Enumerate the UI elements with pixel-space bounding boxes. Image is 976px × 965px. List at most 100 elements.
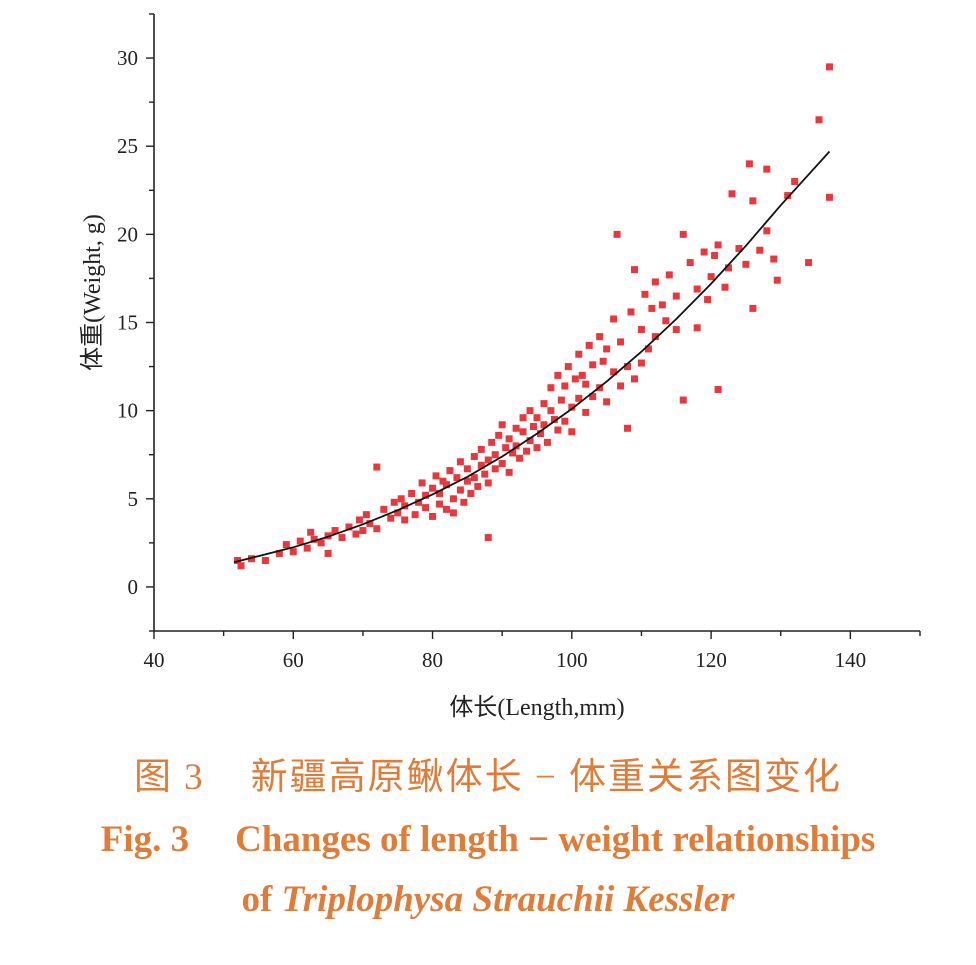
data-point	[345, 523, 353, 531]
data-point	[791, 177, 799, 185]
data-point	[617, 338, 625, 346]
data-point	[526, 407, 534, 415]
data-point	[568, 428, 576, 436]
data-point	[526, 437, 534, 445]
data-point	[470, 474, 478, 482]
data-point	[408, 489, 416, 497]
x-tick-label: 100	[556, 648, 588, 672]
scatter-points	[234, 63, 833, 570]
data-point	[662, 317, 670, 325]
data-point	[599, 357, 607, 365]
data-point	[467, 489, 475, 497]
data-point	[477, 445, 485, 453]
data-point	[613, 230, 621, 238]
y-tick-label: 25	[117, 134, 138, 158]
data-point	[543, 438, 551, 446]
data-point	[596, 333, 604, 341]
data-point	[617, 382, 625, 390]
data-point	[648, 304, 656, 312]
data-point	[470, 452, 478, 460]
data-point	[307, 528, 315, 536]
data-point	[324, 549, 332, 557]
data-point	[672, 292, 680, 300]
data-point	[397, 495, 405, 503]
x-tick-label: 80	[422, 648, 443, 672]
data-point	[401, 516, 409, 524]
x-tick-label: 120	[695, 648, 727, 672]
data-point	[512, 424, 520, 432]
data-point	[387, 514, 395, 522]
data-point	[505, 435, 513, 443]
caption-cn-title: 新疆高原鳅体长 − 体重关系图变化	[250, 757, 843, 798]
chart-svg: 40 60 80 100 120 140 0 5 10 15 20 25 30 体长(Length,mm…	[79, 13, 921, 721]
data-point	[380, 505, 388, 513]
caption-chinese: 图 3 新疆高原鳅体长 − 体重关系图变化	[0, 746, 976, 800]
data-point	[484, 479, 492, 487]
data-point	[394, 509, 402, 517]
data-point	[825, 193, 833, 201]
data-point	[641, 290, 649, 298]
data-point	[554, 371, 562, 379]
data-point	[784, 192, 792, 200]
data-point	[449, 495, 457, 503]
data-point	[289, 548, 297, 556]
data-point	[359, 527, 367, 535]
y-tick-label: 30	[117, 46, 138, 70]
data-point	[237, 562, 245, 570]
data-point	[564, 363, 572, 371]
caption-english-line1: Fig. 3 Changes of length − weight relatio…	[0, 818, 976, 861]
data-point	[317, 539, 325, 547]
caption-en-title: Changes of length − weight relationships	[235, 819, 876, 860]
data-point	[770, 255, 778, 263]
data-point	[637, 326, 645, 334]
data-point	[679, 396, 687, 404]
data-point	[679, 230, 687, 238]
data-point	[530, 423, 538, 431]
data-point	[749, 304, 757, 312]
data-point	[582, 380, 590, 388]
data-point	[422, 504, 430, 512]
data-point	[540, 400, 548, 408]
data-point	[693, 285, 701, 293]
data-point	[561, 417, 569, 425]
data-point	[686, 259, 694, 267]
data-point	[442, 481, 450, 489]
y-axis-label: 体重(Weight, g)	[79, 214, 106, 371]
caption-species-name: Triplophysa Strauchii Kessler	[281, 879, 735, 920]
data-point	[446, 467, 454, 475]
data-point	[627, 308, 635, 316]
data-point	[512, 442, 520, 450]
data-point	[582, 408, 590, 416]
data-point	[456, 486, 464, 494]
data-point	[418, 479, 426, 487]
data-point	[557, 396, 565, 404]
data-point	[589, 393, 597, 401]
data-point	[585, 341, 593, 349]
data-point	[498, 421, 506, 429]
data-point	[825, 63, 833, 71]
data-point	[373, 463, 381, 471]
data-point	[665, 271, 673, 279]
data-point	[536, 430, 544, 438]
data-point	[704, 296, 712, 304]
data-point	[711, 252, 719, 260]
data-point	[575, 350, 583, 358]
data-point	[630, 375, 638, 383]
data-point	[516, 454, 524, 462]
data-point	[756, 246, 764, 254]
data-point	[578, 371, 586, 379]
data-point	[502, 444, 510, 452]
data-point	[773, 276, 781, 284]
x-tick-label: 140	[835, 648, 867, 672]
data-point	[429, 484, 437, 492]
data-point	[561, 382, 569, 390]
data-point	[547, 407, 555, 415]
data-point	[568, 403, 576, 411]
data-point	[700, 248, 708, 256]
data-point	[603, 345, 611, 353]
data-point	[505, 468, 513, 476]
data-point	[491, 465, 499, 473]
data-point	[449, 509, 457, 517]
data-point	[749, 197, 757, 205]
data-point	[442, 505, 450, 513]
